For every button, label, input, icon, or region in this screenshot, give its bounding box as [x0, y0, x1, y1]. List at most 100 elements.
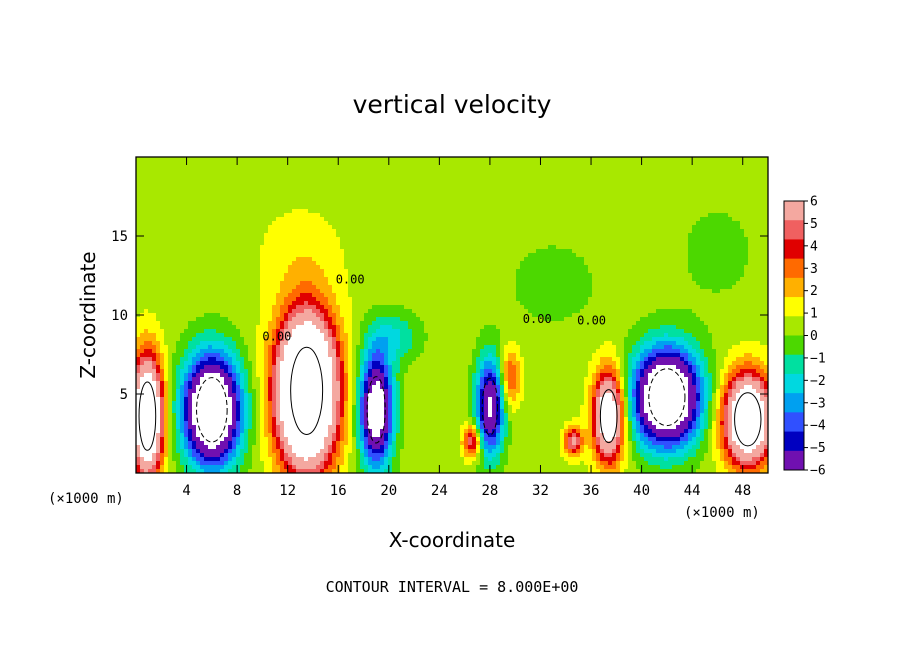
heatmap-cell	[616, 165, 621, 170]
heatmap-cell	[424, 201, 429, 206]
heatmap-cell	[236, 165, 241, 170]
heatmap-cell	[512, 213, 517, 218]
heatmap-cell	[156, 249, 161, 254]
heatmap-cell	[688, 277, 693, 282]
heatmap-cell	[600, 181, 605, 186]
heatmap-cell	[220, 249, 225, 254]
heatmap-cell	[184, 253, 189, 258]
heatmap-cell	[544, 241, 549, 246]
heatmap-cell	[620, 185, 625, 190]
heatmap-cell	[760, 189, 765, 194]
heatmap-cell	[688, 269, 693, 274]
heatmap-cell	[408, 253, 413, 258]
heatmap-cell	[428, 201, 433, 206]
heatmap-cell	[560, 217, 565, 222]
heatmap-cell	[376, 213, 381, 218]
heatmap-cell	[460, 177, 465, 182]
heatmap-cell	[600, 225, 605, 230]
heatmap-cell	[336, 257, 341, 262]
heatmap-cell	[212, 201, 217, 206]
heatmap-cell	[680, 221, 685, 226]
heatmap-cell	[516, 201, 521, 206]
heatmap-cell	[676, 161, 681, 166]
heatmap-cell	[760, 221, 765, 226]
heatmap-cell	[216, 221, 221, 226]
heatmap-cell	[248, 225, 253, 230]
heatmap-cell	[688, 265, 693, 270]
heatmap-cell	[172, 269, 177, 274]
heatmap-cell	[416, 157, 421, 162]
heatmap-cell	[644, 193, 649, 198]
heatmap-cell	[224, 209, 229, 214]
heatmap-cell	[752, 189, 757, 194]
heatmap-cell	[428, 169, 433, 174]
heatmap-cell	[356, 181, 361, 186]
heatmap-cell	[448, 229, 453, 234]
heatmap-cell	[436, 213, 441, 218]
heatmap-cell	[508, 229, 513, 234]
heatmap-cell	[436, 281, 441, 286]
heatmap-cell	[564, 213, 569, 218]
heatmap-cell	[328, 217, 333, 222]
heatmap-cell	[448, 241, 453, 246]
heatmap-cell	[252, 253, 257, 258]
heatmap-cell	[492, 169, 497, 174]
heatmap-cell	[468, 229, 473, 234]
heatmap-cell	[140, 261, 145, 266]
heatmap-cell	[292, 221, 297, 226]
heatmap-cell	[396, 197, 401, 202]
heatmap-cell	[604, 161, 609, 166]
heatmap-cell	[376, 261, 381, 266]
heatmap-cell	[340, 257, 345, 262]
heatmap-cell	[508, 261, 513, 266]
heatmap-cell	[344, 209, 349, 214]
heatmap-cell	[404, 197, 409, 202]
heatmap-cell	[668, 161, 673, 166]
heatmap-cell	[252, 209, 257, 214]
heatmap-cell	[280, 277, 285, 282]
heatmap-cell	[720, 269, 725, 274]
heatmap-cell	[396, 165, 401, 170]
heatmap-cell	[144, 181, 149, 186]
heatmap-cell	[484, 217, 489, 222]
heatmap-cell	[140, 277, 145, 282]
heatmap-cell	[168, 229, 173, 234]
heatmap-cell	[292, 193, 297, 198]
heatmap-cell	[636, 213, 641, 218]
heatmap-cell	[260, 193, 265, 198]
heatmap-cell	[524, 213, 529, 218]
heatmap-cell	[608, 165, 613, 170]
heatmap-cell	[572, 189, 577, 194]
heatmap-cell	[308, 185, 313, 190]
heatmap-cell	[456, 221, 461, 226]
heatmap-cell	[688, 201, 693, 206]
heatmap-cell	[352, 233, 357, 238]
heatmap-cell	[396, 157, 401, 162]
heatmap-cell	[736, 197, 741, 202]
heatmap-cell	[384, 261, 389, 266]
heatmap-cell	[296, 161, 301, 166]
heatmap-cell	[176, 245, 181, 250]
heatmap-cell	[224, 257, 229, 262]
heatmap-cell	[756, 241, 761, 246]
heatmap-cell	[580, 245, 585, 250]
heatmap-cell	[652, 253, 657, 258]
heatmap-cell	[716, 189, 721, 194]
heatmap-cell	[320, 173, 325, 178]
heatmap-cell	[472, 165, 477, 170]
heatmap-cell	[180, 185, 185, 190]
heatmap-cell	[584, 193, 589, 198]
heatmap-cell	[340, 201, 345, 206]
heatmap-cell	[612, 173, 617, 178]
heatmap-cell	[544, 189, 549, 194]
heatmap-cell	[364, 201, 369, 206]
heatmap-cell	[372, 165, 377, 170]
heatmap-cell	[168, 253, 173, 258]
heatmap-cell	[180, 169, 185, 174]
heatmap-cell	[520, 237, 525, 242]
heatmap-cell	[328, 205, 333, 210]
heatmap-cell	[356, 257, 361, 262]
heatmap-cell	[304, 273, 309, 278]
heatmap-cell	[664, 173, 669, 178]
heatmap-cell	[220, 161, 225, 166]
